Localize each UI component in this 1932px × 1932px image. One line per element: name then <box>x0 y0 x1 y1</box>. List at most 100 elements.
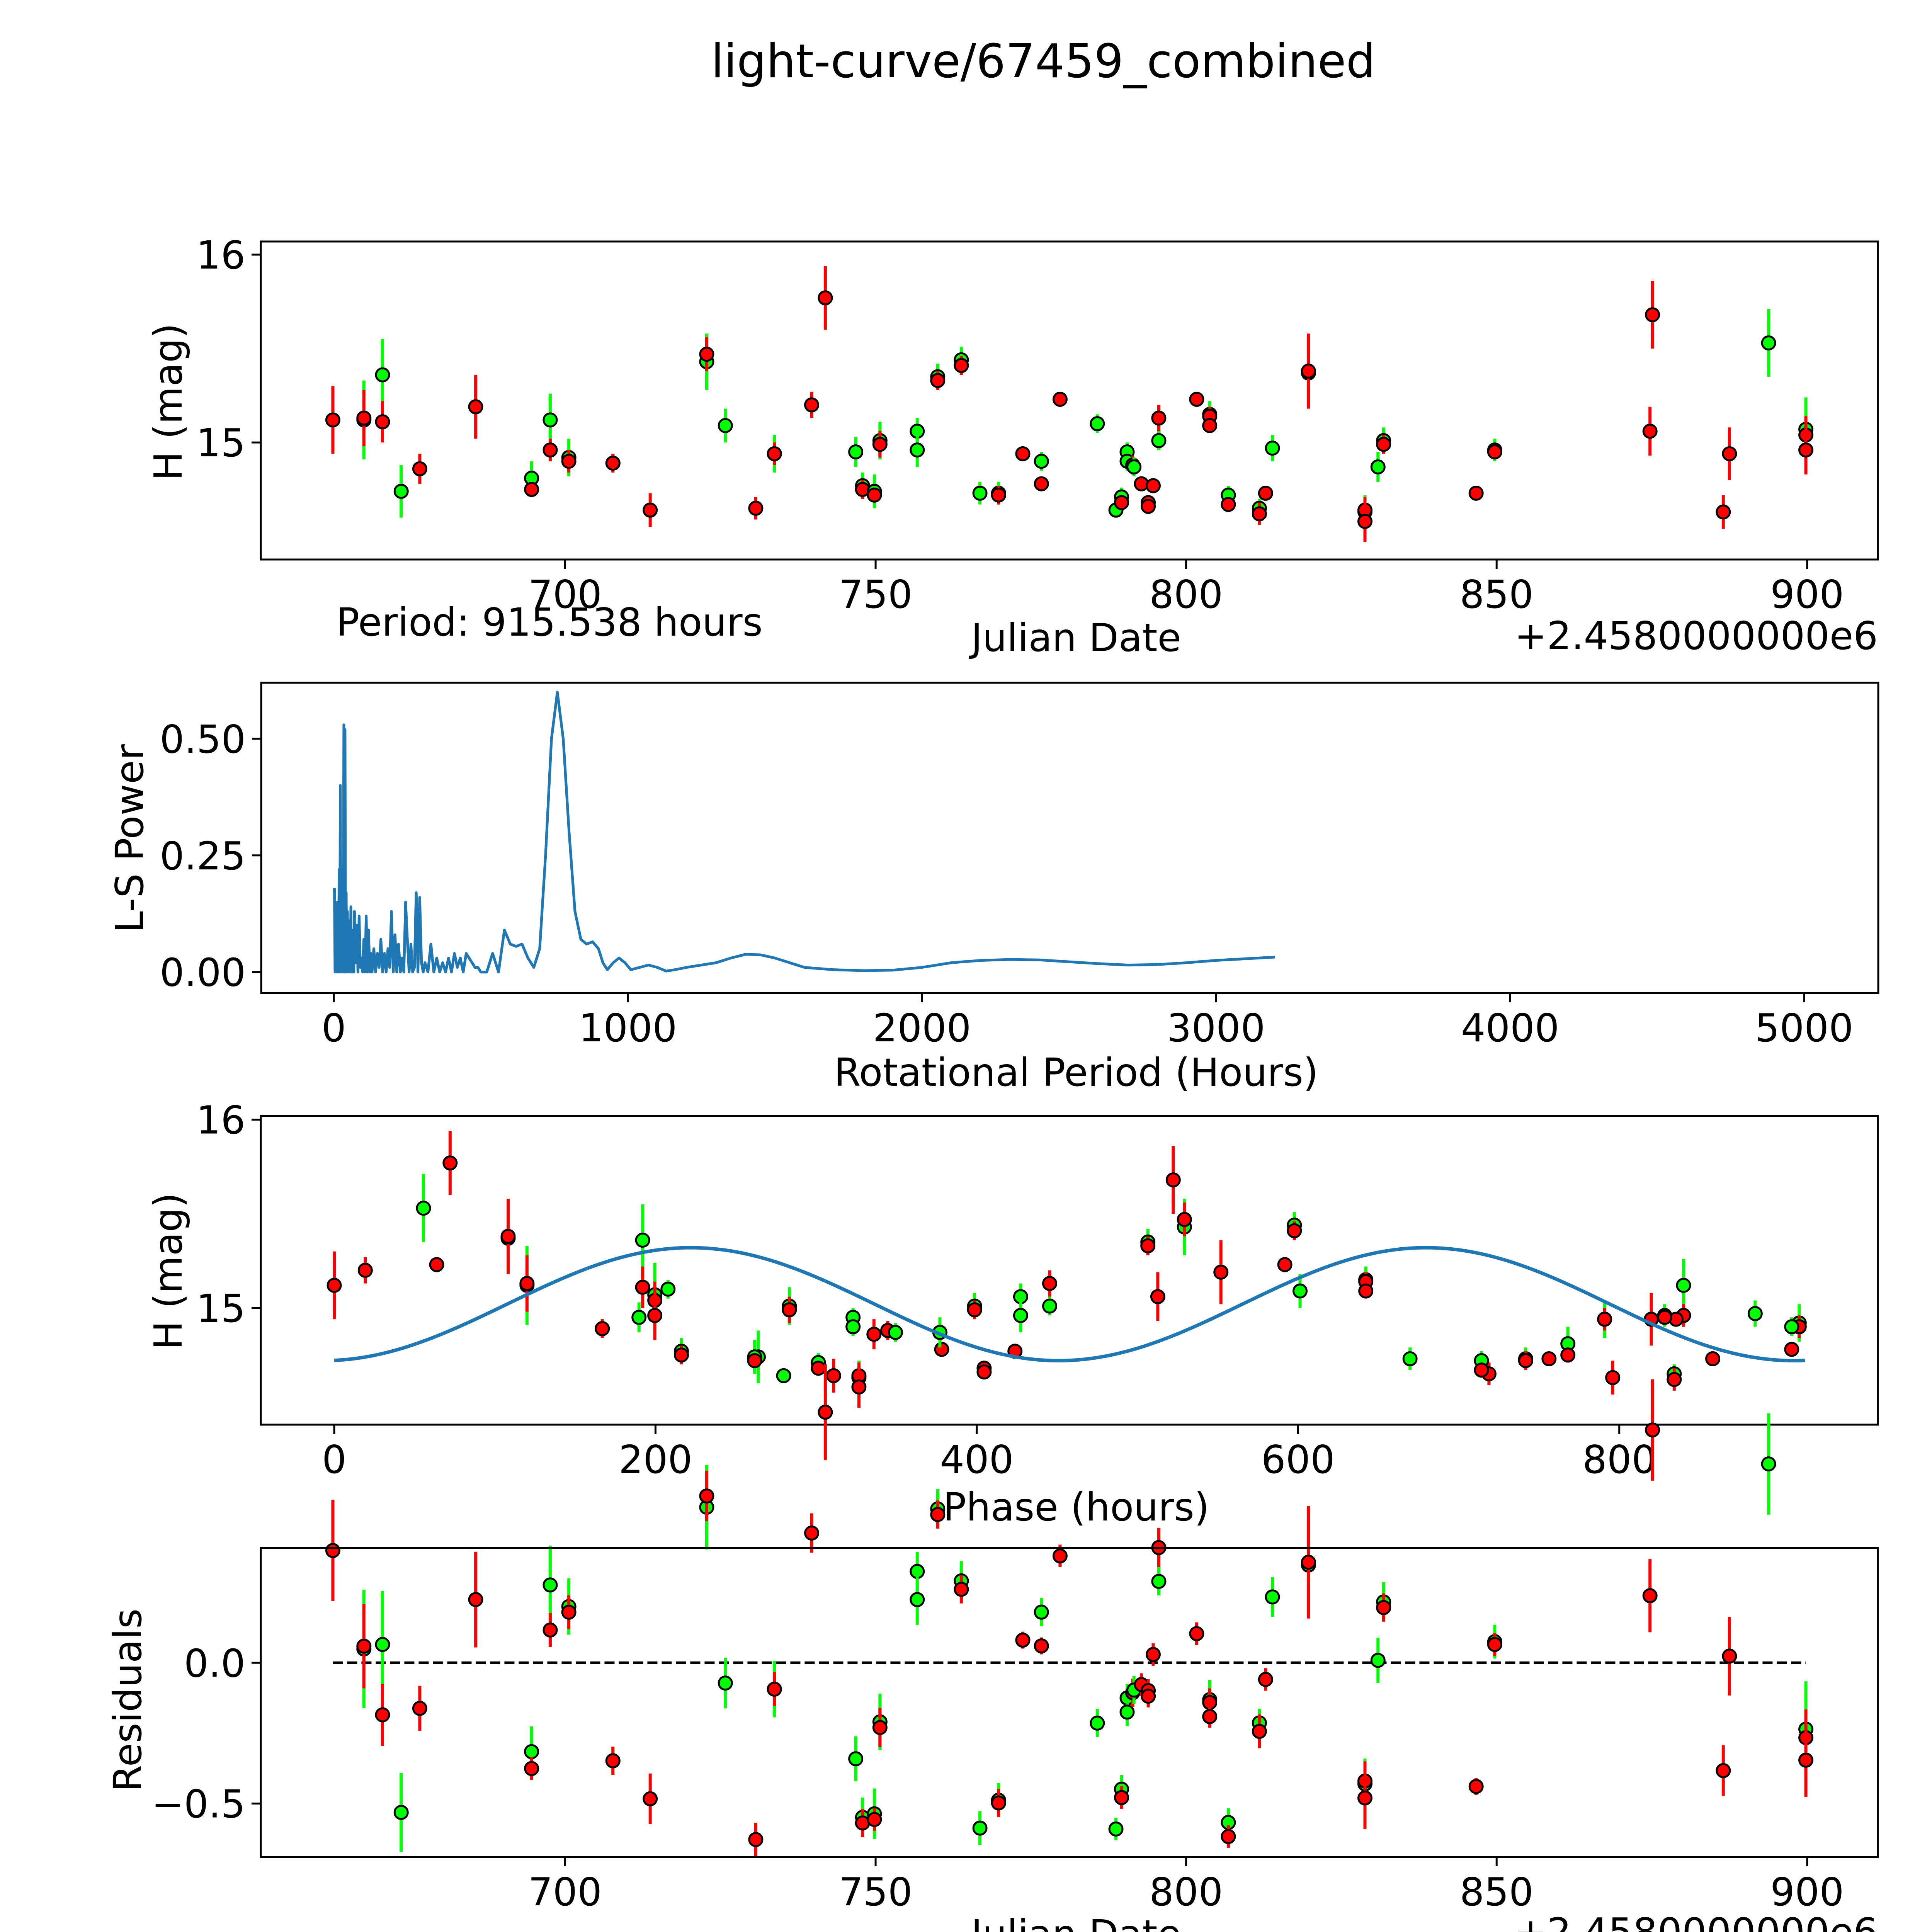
residual-point <box>1141 1689 1156 1704</box>
phased-point <box>1676 1277 1691 1293</box>
phased-xtick-label: 600 <box>1261 1437 1335 1482</box>
lightcurve-ylabel: H (mag) <box>146 323 191 480</box>
lightcurve-point <box>1716 504 1731 520</box>
phased-point <box>1784 1319 1799 1335</box>
lightcurve-point <box>1370 459 1386 474</box>
residual-point <box>767 1682 782 1697</box>
lightcurve-point <box>1090 416 1105 432</box>
residual-point <box>1370 1653 1386 1668</box>
phased-point <box>429 1257 444 1272</box>
lightcurve-point <box>561 454 577 469</box>
periodogram-xtick-label: 5000 <box>1755 1005 1854 1051</box>
residual-point <box>1258 1672 1273 1687</box>
lightcurve-point <box>1357 514 1372 529</box>
residual-point <box>1252 1724 1267 1739</box>
lightcurve-point <box>804 397 820 413</box>
residual-point <box>1189 1626 1204 1641</box>
lightcurve-point <box>954 358 969 373</box>
residual-point <box>412 1701 427 1716</box>
residual-point <box>872 1720 888 1735</box>
phased-point <box>327 1277 342 1293</box>
lightcurve-point <box>972 485 988 501</box>
phased-point <box>1013 1308 1028 1323</box>
periodogram-ylabel: L-S Power <box>107 744 152 933</box>
lightcurve-point <box>1052 391 1068 407</box>
phased-point <box>500 1229 516 1244</box>
lightcurve-xtick-label: 850 <box>1460 572 1534 617</box>
residual-point <box>1376 1600 1391 1615</box>
phased-point <box>747 1353 762 1368</box>
lightcurve-point <box>643 502 658 518</box>
residual-point <box>1145 1647 1161 1662</box>
figure-title: light-curve/67459_combined <box>711 35 1376 88</box>
phased-point <box>1277 1257 1293 1272</box>
residual-point <box>1034 1638 1049 1654</box>
periodogram-xlabel: Rotational Period (Hours) <box>834 1050 1318 1095</box>
residual-point <box>524 1761 539 1776</box>
phased-point <box>811 1361 826 1376</box>
lightcurve-point <box>325 412 340 428</box>
residuals-panel: 700 750 800 850 900 −0.5 0.0 Residuals Julian … <box>105 1364 1879 1932</box>
residuals-ytick-label: 0.0 <box>184 1641 245 1686</box>
lightcurve-point <box>1145 478 1161 493</box>
residual-point <box>848 1751 864 1767</box>
residual-point <box>1052 1548 1068 1564</box>
phased-point <box>888 1325 903 1340</box>
phased-point <box>866 1327 882 1342</box>
phased-point <box>1287 1223 1302 1238</box>
lightcurve-point <box>1722 446 1737 461</box>
residual-point <box>1642 1588 1658 1604</box>
periodogram-ytick-label: 0.00 <box>160 950 246 995</box>
residual-point <box>1645 1422 1660 1438</box>
lightcurve-point <box>1221 497 1236 512</box>
lightcurve-point <box>393 484 409 499</box>
residual-point <box>991 1795 1006 1811</box>
lightcurve-point <box>543 412 558 428</box>
lightcurve-point <box>1376 437 1391 452</box>
residual-point <box>325 1543 340 1558</box>
phased-axes <box>260 1115 1879 1426</box>
residual-point <box>1761 1456 1776 1472</box>
lightcurve-xtick-label: 700 <box>528 572 602 617</box>
lightcurve-point <box>1645 307 1660 323</box>
lightcurve-point <box>356 410 372 426</box>
residual-point <box>1357 1790 1372 1806</box>
lightcurve-point <box>991 487 1006 503</box>
period-label: Period: 915.538 hours <box>336 600 763 645</box>
residual-point <box>356 1638 372 1654</box>
phased-point <box>631 1310 647 1325</box>
fit-curve <box>334 1246 1805 1362</box>
residual-point <box>1108 1821 1124 1837</box>
lightcurve-point <box>699 347 714 362</box>
residual-point <box>605 1753 621 1769</box>
phased-point <box>595 1321 610 1337</box>
periodogram-xtick-label: 3000 <box>1167 1005 1265 1051</box>
lightcurve-point <box>543 442 558 458</box>
periodogram-xtick-label: 0 <box>321 1005 346 1051</box>
phased-point <box>1213 1264 1229 1280</box>
residual-point <box>1119 1704 1135 1720</box>
residual-point <box>543 1577 558 1593</box>
phased-point <box>416 1201 431 1216</box>
residual-point <box>375 1637 390 1652</box>
phased-point <box>934 1342 949 1357</box>
residual-point <box>1301 1554 1316 1570</box>
lightcurve-point <box>848 444 864 459</box>
lightcurve-point <box>1761 335 1776 351</box>
phased-point <box>1518 1353 1533 1368</box>
lightcurve-xtick-label: 900 <box>1770 572 1844 617</box>
phased-point <box>1474 1362 1489 1378</box>
residuals-offset-label: +2.4580000000e6 <box>1514 1910 1878 1932</box>
phased-point <box>442 1155 458 1171</box>
residuals-axes <box>260 1547 1879 1858</box>
residual-point <box>1487 1637 1502 1652</box>
periodogram-ytick-label: 0.50 <box>160 717 246 762</box>
lightcurve-point <box>872 437 888 452</box>
phased-point <box>1597 1311 1612 1327</box>
phased-point <box>1747 1306 1763 1321</box>
phased-point <box>1042 1276 1058 1291</box>
phased-point <box>976 1364 992 1380</box>
residual-point <box>699 1488 714 1504</box>
lightcurve-point <box>605 456 621 471</box>
